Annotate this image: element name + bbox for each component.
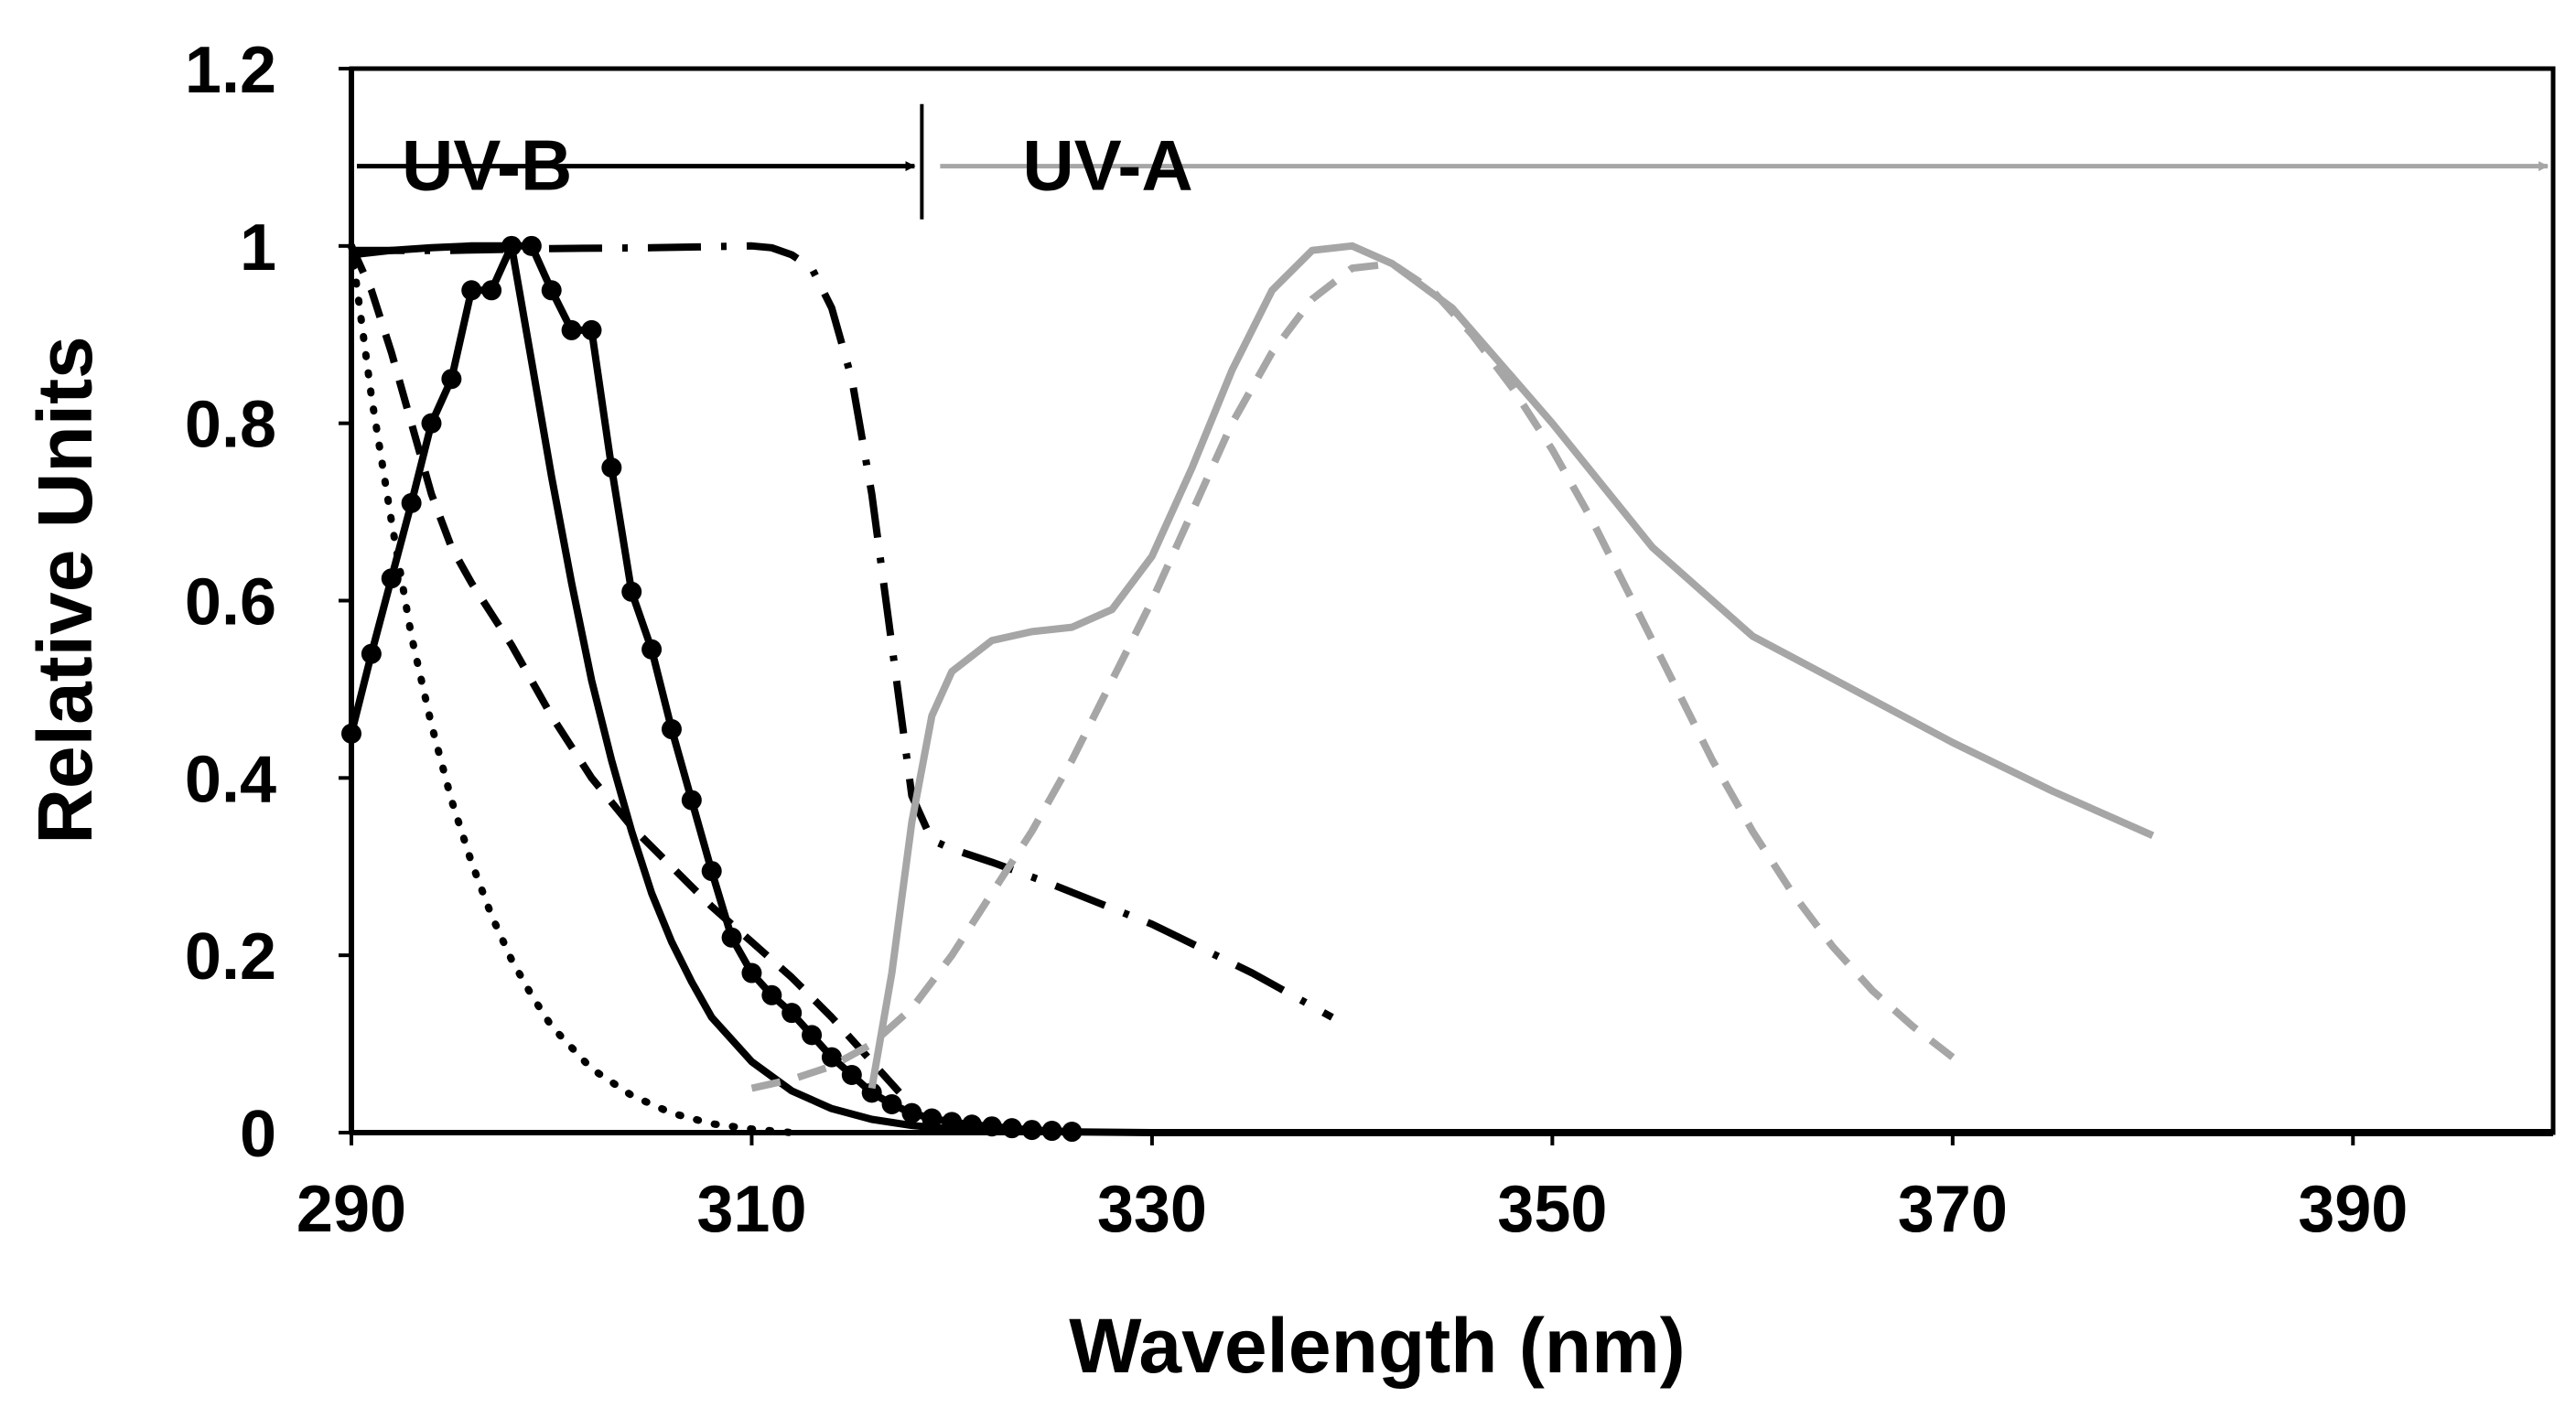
series-line-solid-gray: [868, 242, 2155, 1090]
series-line-dash-dot-black: [351, 242, 1334, 1021]
data-point-dot-marker-black: [601, 457, 622, 478]
series-line-dotted-black: [348, 242, 796, 1136]
region-label-uv-a: UV-A: [1022, 125, 1192, 206]
data-point-dot-marker-black: [841, 1065, 862, 1086]
data-point-dot-marker-black: [661, 719, 682, 740]
data-point-dot-marker-black: [701, 861, 722, 882]
data-point-dot-marker-black: [581, 319, 602, 340]
uv-region-annotations: UV-B UV-A: [357, 103, 2549, 220]
y-axis-title: Relative Units: [22, 336, 108, 844]
data-point-dot-marker-black: [541, 280, 562, 301]
data-point-dot-marker-black: [501, 235, 522, 256]
y-tick-label: 1.2: [185, 34, 276, 107]
data-point-dot-marker-black: [861, 1082, 882, 1103]
data-point-dot-marker-black: [901, 1102, 922, 1123]
data-point-dot-marker-black: [621, 581, 642, 602]
data-point-dot-marker-black: [421, 413, 442, 434]
data-point-dot-marker-black: [461, 280, 482, 301]
data-point-dot-marker-black: [641, 639, 663, 660]
data-point-dot-marker-black: [741, 962, 762, 983]
data-point-dot-marker-black: [922, 1108, 943, 1129]
data-point-dot-marker-black: [802, 1025, 823, 1046]
y-tick-label: 0.4: [185, 743, 276, 816]
data-point-dot-marker-black: [361, 643, 382, 664]
data-point-dot-marker-black: [781, 1003, 803, 1024]
x-tick-label: 330: [1097, 1173, 1207, 1246]
data-point-dot-marker-black: [942, 1112, 963, 1133]
data-point-dot-marker-black: [821, 1047, 842, 1068]
y-tick-label: 1: [240, 211, 276, 285]
data-point-dot-marker-black: [561, 319, 582, 340]
data-point-dot-marker-black: [401, 492, 422, 513]
y-tick-label: 0: [240, 1098, 276, 1171]
series-line-dashed-black: [348, 244, 915, 1109]
data-point-dot-marker-black: [481, 280, 502, 301]
x-tick-label: 290: [296, 1173, 406, 1246]
data-point-dot-marker-black: [881, 1093, 902, 1114]
data-point-dot-marker-black: [761, 984, 782, 1005]
y-tick-label: 0.8: [185, 389, 276, 462]
x-tick-label: 390: [2298, 1173, 2408, 1246]
x-tick-label: 350: [1497, 1173, 1607, 1246]
data-point-dot-marker-black: [721, 927, 742, 948]
x-tick-label: 310: [696, 1173, 806, 1246]
data-point-dot-marker-black: [381, 568, 402, 589]
region-label-uv-b: UV-B: [402, 125, 572, 206]
data-point-dot-marker-black: [441, 369, 462, 390]
data-point-dot-marker-black: [681, 790, 702, 811]
y-tick-label: 0.6: [185, 566, 276, 640]
axes: 290 310 330 350 370 390 0 0.2 0.4 0.6 0.8 1 1.2: [185, 34, 2553, 1246]
x-tick-label: 370: [1898, 1173, 2008, 1246]
series-line-dashed-gray: [750, 260, 1956, 1092]
data-point-dot-marker-black: [962, 1114, 983, 1135]
y-tick-label: 0.2: [185, 920, 276, 994]
x-axis-title: Wavelength (nm): [1069, 1303, 1686, 1389]
